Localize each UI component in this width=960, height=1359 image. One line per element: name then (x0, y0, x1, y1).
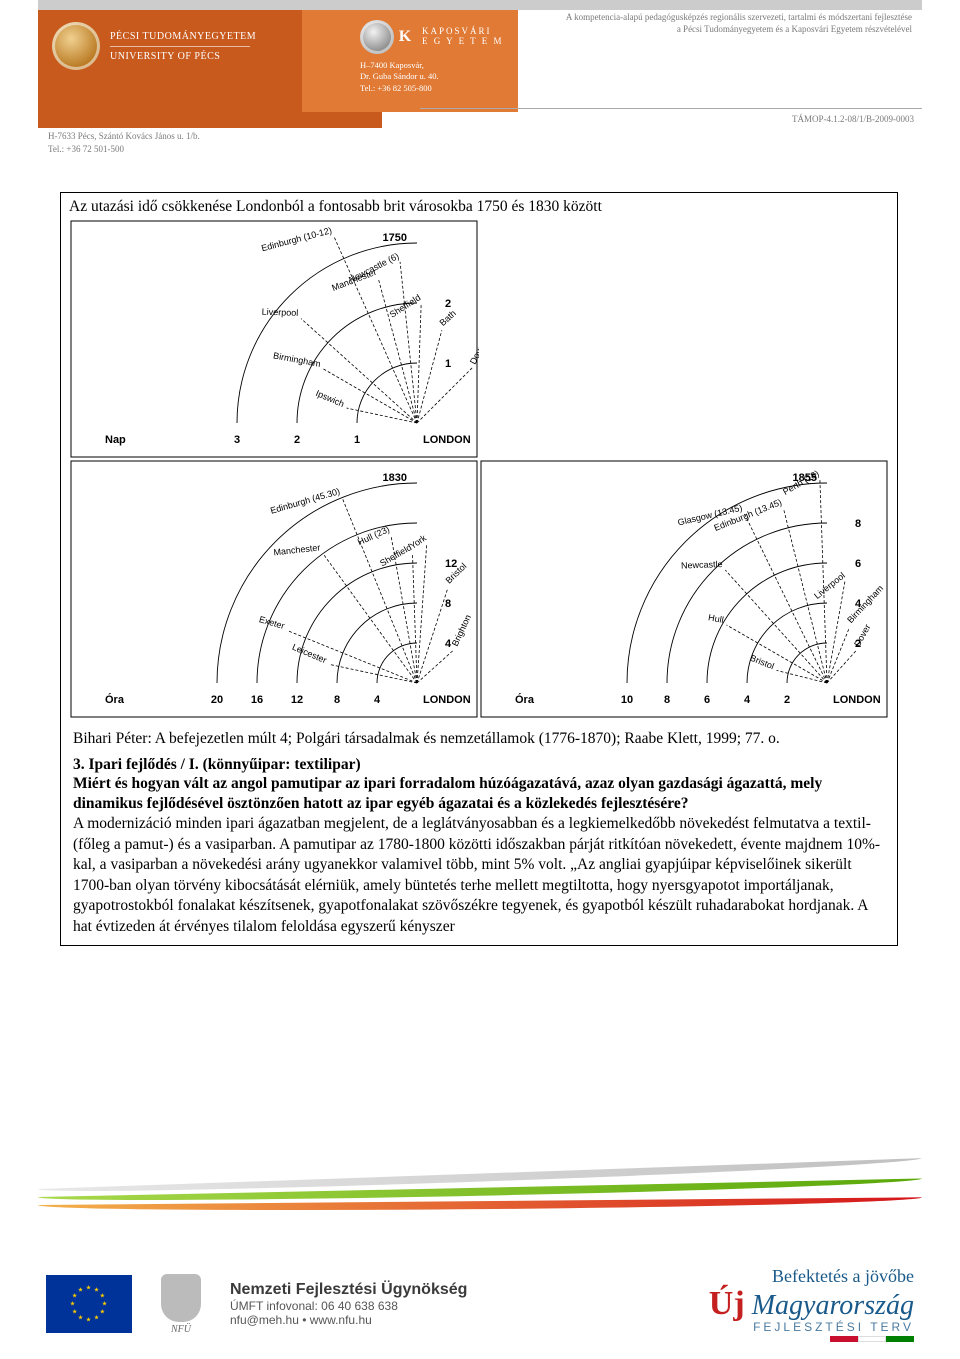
eu-flag-icon (46, 1275, 132, 1333)
svg-text:Birmingham: Birmingham (845, 583, 885, 625)
footer-bar: NFÜ Nemzeti Fejlesztési Ügynökség ÚMFT i… (38, 1249, 922, 1359)
svg-text:2: 2 (294, 434, 300, 446)
umft-logo: Befektetés a jövőbe Új Magyarország FEJL… (614, 1254, 914, 1354)
polar-charts-grid: 175012SheffieldNewcastle (6)ManchesterEd… (69, 219, 889, 719)
pecs-seal-icon (52, 22, 100, 70)
uni-name-hu: PÉCSI TUDOMÁNYEGYETEM (110, 29, 256, 44)
kaposvar-addr-2: Dr. Guba Sándor u. 40. (360, 71, 508, 82)
svg-text:Dover: Dover (468, 340, 479, 366)
svg-text:Nap: Nap (105, 434, 126, 446)
tamop-code: TÁMOP-4.1.2-08/1/B-2009-0003 (792, 114, 914, 124)
footer-swoosh (38, 1189, 922, 1229)
svg-text:Liverpool: Liverpool (262, 307, 299, 318)
svg-text:Newcastle: Newcastle (681, 559, 723, 571)
pecs-addr-l2: Tel.: +36 72 501-500 (48, 143, 200, 156)
svg-text:Birmingham: Birmingham (272, 351, 321, 370)
svg-text:8: 8 (445, 598, 451, 610)
footer-agency-block: Nemzeti Fejlesztési Ügynökség ÚMFT infov… (230, 1281, 614, 1327)
umft-motto: Befektetés a jövőbe (772, 1266, 914, 1287)
svg-text:Ipswich: Ipswich (314, 388, 346, 409)
figure-citation: Bihari Péter: A befejezetlen múlt 4; Pol… (73, 729, 885, 750)
uni-name-en: UNIVERSITY OF PÉCS (110, 49, 256, 64)
header-grey-stripe (38, 0, 922, 10)
project-note-l1: A kompetencia-alapú pedagógusképzés regi… (482, 12, 912, 24)
svg-text:Óra: Óra (515, 693, 535, 706)
polar-chart-svg: 18552468Perth (18)Edinburgh (13.45)Glasg… (479, 459, 889, 719)
kaposvar-seal-icon (360, 20, 394, 54)
umft-brand-rest: Magyarország (752, 1290, 914, 1321)
page-header: PÉCSI TUDOMÁNYEGYETEM UNIVERSITY OF PÉCS… (0, 0, 960, 165)
svg-text:Bath: Bath (438, 308, 458, 328)
chart-1830: 18304812YorkSheffieldHull (23)Edinburgh … (69, 459, 479, 719)
umft-brand-red: Új (709, 1285, 745, 1322)
svg-text:Manchester: Manchester (273, 543, 321, 558)
agency-info-2: nfu@meh.hu • www.nfu.hu (230, 1313, 614, 1327)
svg-text:6: 6 (855, 558, 861, 570)
svg-text:1: 1 (445, 358, 451, 370)
svg-text:2: 2 (784, 694, 790, 706)
svg-text:Óra: Óra (105, 693, 125, 706)
section-heading: 3. Ipari fejlődés / I. (könnyűipar: text… (73, 756, 885, 774)
svg-text:4: 4 (744, 694, 751, 706)
svg-text:6: 6 (704, 694, 710, 706)
nfu-label: NFÜ (171, 1324, 191, 1335)
section-question: Miért és hogyan vált az angol pamutipar … (73, 774, 885, 814)
project-note-l2: a Pécsi Tudományegyetem és a Kaposvári E… (482, 24, 912, 36)
chart-1855: 18552468Perth (18)Edinburgh (13.45)Glasg… (479, 459, 889, 719)
kaposvar-addr-1: H–7400 Kaposvár, (360, 60, 508, 71)
agency-name: Nemzeti Fejlesztési Ügynökség (230, 1281, 614, 1299)
svg-text:Exeter: Exeter (258, 614, 286, 631)
content-box: Az utazási idő csökkenése Londonból a fo… (60, 192, 898, 946)
svg-text:1: 1 (354, 434, 360, 446)
chart-empty (479, 219, 889, 459)
header-divider (420, 108, 922, 109)
umft-brand-sub: FEJLESZTÉSI TERV (753, 1320, 914, 1334)
page-footer: NFÜ Nemzeti Fejlesztési Ügynökség ÚMFT i… (0, 1159, 960, 1359)
chart-1750: 175012SheffieldNewcastle (6)ManchesterEd… (69, 219, 479, 459)
hungary-tricolor-icon (830, 1336, 914, 1342)
polar-chart-svg: 175012SheffieldNewcastle (6)ManchesterEd… (69, 219, 479, 459)
kaposvar-k-icon: K (394, 26, 416, 48)
kaposvar-name-2: E G Y E T E M (422, 37, 504, 47)
svg-text:Liverpool: Liverpool (812, 571, 847, 602)
svg-text:Hull: Hull (707, 612, 724, 625)
svg-text:8: 8 (334, 694, 340, 706)
svg-text:LONDON: LONDON (423, 434, 471, 446)
svg-text:1830: 1830 (383, 472, 407, 484)
svg-text:Brighton: Brighton (450, 613, 473, 648)
pecs-addr-l1: H-7633 Pécs, Szántó Kovács János u. 1/b. (48, 130, 200, 143)
svg-text:12: 12 (291, 694, 303, 706)
header-project-note: A kompetencia-alapú pedagógusképzés regi… (482, 12, 912, 35)
svg-text:Manchester: Manchester (330, 267, 377, 293)
kaposvar-addr-3: Tel.: +36 82 505-800 (360, 83, 508, 94)
svg-text:Dover: Dover (852, 623, 872, 649)
polar-chart-svg: 18304812YorkSheffieldHull (23)Edinburgh … (69, 459, 479, 719)
body-paragraph: A modernizáció minden ipari ágazatban me… (73, 814, 885, 937)
svg-text:4: 4 (374, 694, 381, 706)
svg-text:16: 16 (251, 694, 263, 706)
svg-text:3: 3 (234, 434, 240, 446)
svg-text:Hull (23): Hull (23) (356, 524, 391, 547)
nfu-seal-icon: NFÜ (150, 1269, 212, 1339)
figure-title: Az utazási idő csökkenése Londonból a fo… (69, 197, 889, 217)
svg-text:Leicester: Leicester (291, 642, 329, 666)
svg-text:10: 10 (621, 694, 633, 706)
svg-text:8: 8 (664, 694, 670, 706)
pecs-address: H-7633 Pécs, Szántó Kovács János u. 1/b.… (48, 130, 200, 155)
agency-info-1: ÚMFT infovonal: 06 40 638 638 (230, 1299, 614, 1313)
svg-text:1750: 1750 (383, 232, 407, 244)
svg-text:8: 8 (855, 518, 861, 530)
svg-text:LONDON: LONDON (423, 694, 471, 706)
svg-text:Bristol: Bristol (749, 653, 776, 672)
svg-text:Edinburgh (45.30): Edinburgh (45.30) (269, 486, 341, 516)
svg-text:Edinburgh (10-12): Edinburgh (10-12) (260, 225, 333, 253)
svg-text:LONDON: LONDON (833, 694, 881, 706)
svg-text:20: 20 (211, 694, 223, 706)
